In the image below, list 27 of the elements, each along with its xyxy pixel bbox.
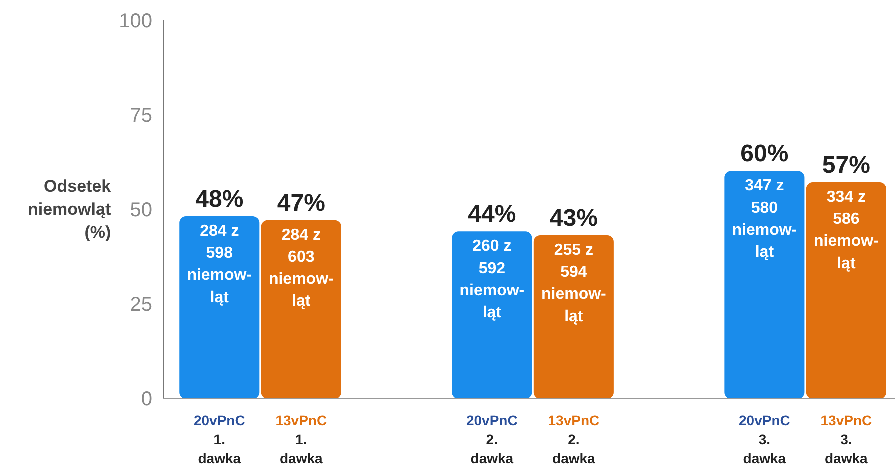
annotation: 284 z 598 niemow- ląt [187,223,252,306]
text: 13vPnC [548,412,600,428]
data-label: 57% [822,152,870,180]
annotation: 260 z 592 niemow- ląt [460,238,525,322]
x-tick-label: 3. dawka [743,432,786,467]
x-tick-label: 2. dawka [470,432,514,467]
data-label: 60% [740,140,789,168]
data-label: 47% [277,190,326,217]
annotation: 255 z 594 niemow- ląt [541,242,606,326]
x-tick-label: 1. dawka [198,432,242,467]
annotation: 284 z 603 niemow- ląt [268,226,334,310]
data-label: 43% [550,204,598,232]
annotation: 334 z 586 niemow- ląt [814,189,879,272]
y-tick-label: 100 [119,10,153,32]
y-axis-title: Odsetek niemowląt (%) [28,177,112,242]
series-label: 13vPnC [276,412,328,428]
data-label: 48% [196,186,244,214]
text: 13vPnC [820,412,872,428]
text: 20vPnC [739,412,790,428]
text: 20vPnC [466,412,518,428]
y-tick-label: 25 [130,294,153,316]
data-label: 44% [468,201,516,228]
y-tick-label: 75 [130,105,153,127]
annotation: 347 z 580 niemow- ląt [732,178,798,261]
y-tick-label: 0 [141,388,152,410]
series-label: 20vPnC [194,412,246,428]
y-tick-label: 50 [130,200,153,222]
